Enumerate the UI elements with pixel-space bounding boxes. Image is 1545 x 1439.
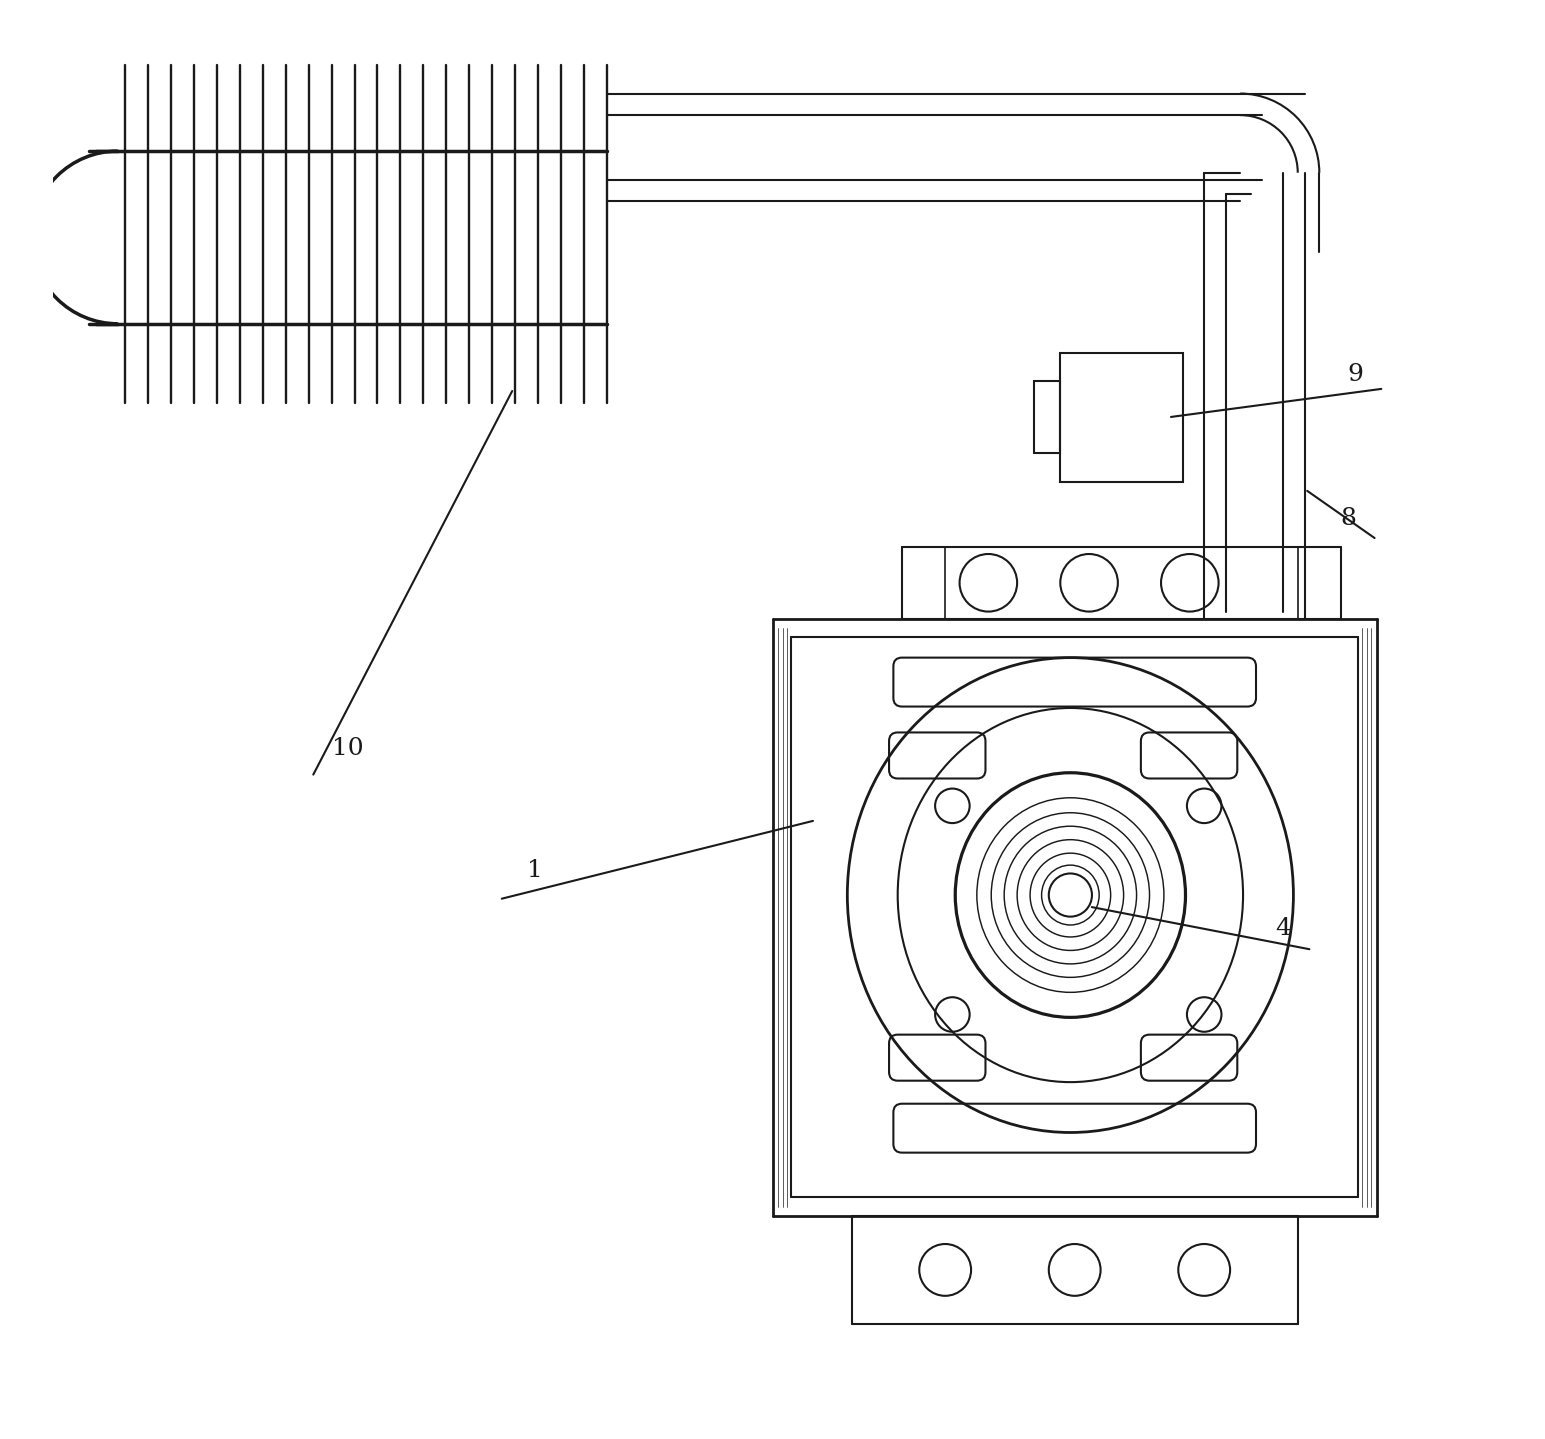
Text: 4: 4 bbox=[1276, 917, 1292, 940]
Text: 8: 8 bbox=[1340, 507, 1357, 530]
Text: 9: 9 bbox=[1347, 363, 1363, 386]
Text: 10: 10 bbox=[332, 737, 363, 760]
Bar bbox=[1035, 381, 1060, 453]
Circle shape bbox=[1049, 873, 1092, 917]
Text: 1: 1 bbox=[527, 859, 542, 882]
Bar bbox=[1060, 353, 1182, 482]
